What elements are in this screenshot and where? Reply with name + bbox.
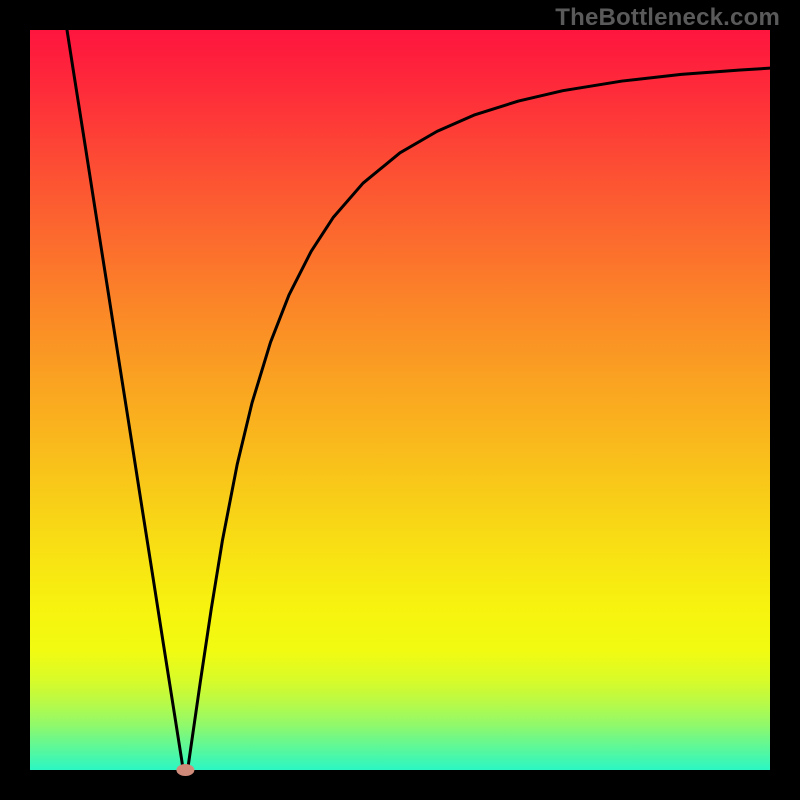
optimal-marker	[176, 764, 194, 776]
bottleneck-chart	[0, 0, 800, 800]
watermark-text: TheBottleneck.com	[555, 4, 780, 32]
chart-container: TheBottleneck.com	[0, 0, 800, 800]
plot-background	[30, 30, 770, 770]
